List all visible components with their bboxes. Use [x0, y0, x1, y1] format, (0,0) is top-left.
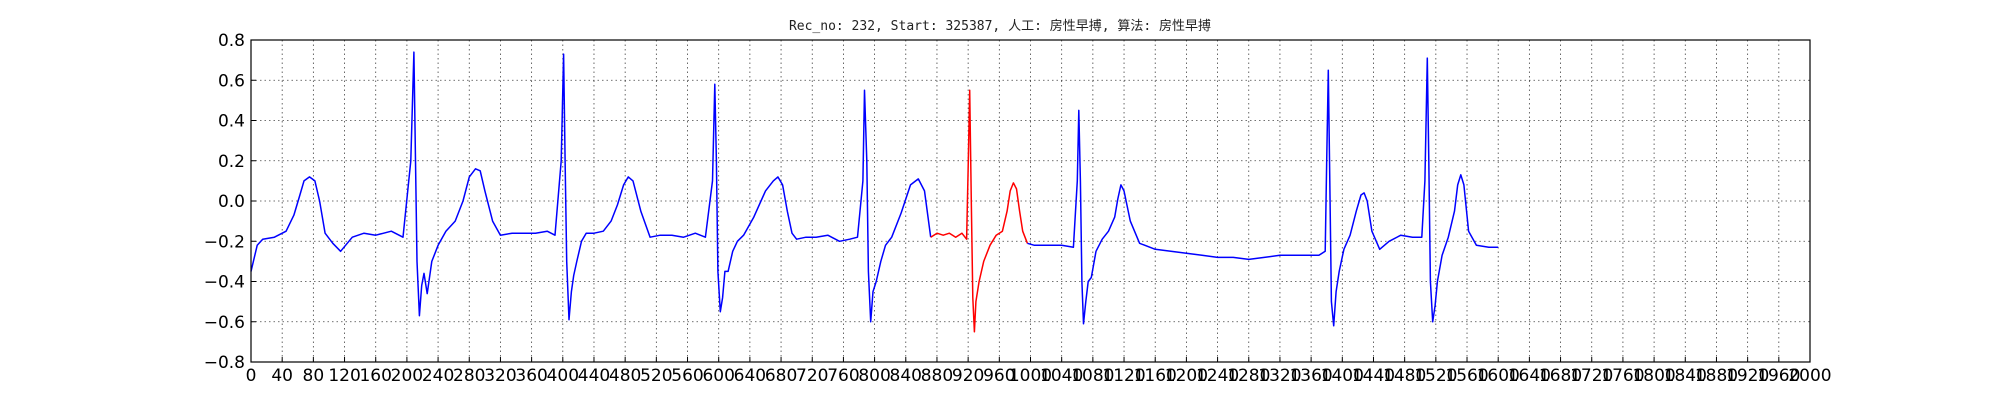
ecg-series-line-2 — [931, 90, 1028, 331]
ecg-series-line-1 — [251, 52, 931, 322]
grid — [251, 40, 1810, 362]
x-tick-label: 400 — [547, 366, 579, 386]
x-tick-label: 80 — [303, 366, 325, 386]
y-tick-label: 0.2 — [218, 152, 245, 172]
y-tick-label: −0.8 — [204, 353, 245, 373]
x-tick-label: 600 — [702, 366, 734, 386]
x-tick-label: 880 — [921, 366, 953, 386]
x-tick-label: 480 — [609, 366, 641, 386]
x-tick-label: 680 — [765, 366, 797, 386]
x-tick-label: 720 — [796, 366, 828, 386]
x-tick-label: 800 — [858, 366, 890, 386]
x-tick-label: 520 — [640, 366, 672, 386]
x-tick-label: 200 — [391, 366, 423, 386]
x-tick-label: 2000 — [1788, 366, 1831, 386]
x-tick-label: 160 — [359, 366, 391, 386]
x-tick-label: 760 — [827, 366, 859, 386]
x-axis-ticks: 0 40 80 12016020024028032036040044048052056… — [246, 357, 1832, 386]
x-tick-label: 320 — [484, 366, 516, 386]
y-tick-label: 0.6 — [218, 71, 245, 91]
x-tick-label: 120 — [328, 366, 360, 386]
x-tick-label: 840 — [890, 366, 922, 386]
y-tick-label: 0.0 — [218, 192, 245, 212]
x-tick-label: 360 — [515, 366, 547, 386]
x-tick-label: 560 — [671, 366, 703, 386]
y-tick-label: −0.4 — [204, 273, 245, 293]
y-tick-label: 0.8 — [218, 31, 245, 51]
y-tick-label: −0.2 — [204, 232, 245, 252]
x-tick-label: 0 — [246, 366, 257, 386]
x-tick-label: 280 — [453, 366, 485, 386]
chart-title: Rec_no: 232, Start: 325387, 人工: 房性早搏, 算法… — [789, 18, 1211, 34]
x-tick-label: 240 — [422, 366, 454, 386]
y-tick-label: 0.4 — [218, 112, 245, 132]
x-tick-label: 920 — [952, 366, 984, 386]
x-tick-label: 440 — [578, 366, 610, 386]
x-tick-label: 640 — [734, 366, 766, 386]
y-tick-label: −0.6 — [204, 313, 245, 333]
y-axis-ticks: 0.8 0.6 0.4 0.2 0.0 −0.2 −0.4 −0.6 −0.8 — [204, 31, 256, 373]
x-tick-label: 40 — [271, 366, 293, 386]
ecg-series-line-3 — [1027, 58, 1498, 326]
